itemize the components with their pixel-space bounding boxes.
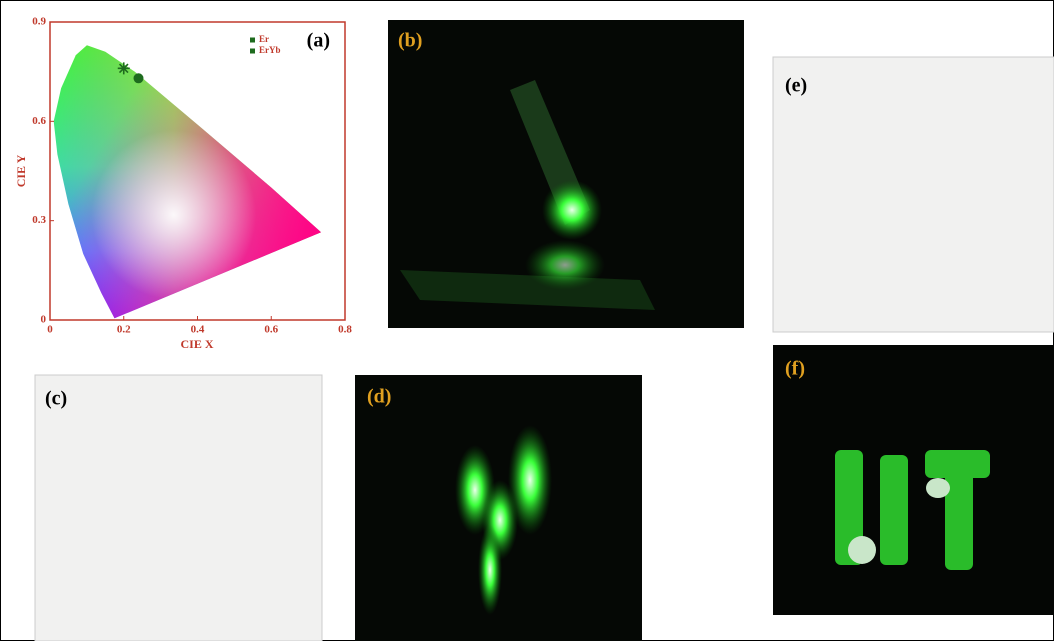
panel-label: (d) — [367, 386, 391, 408]
y-tick-label: 0.9 — [32, 16, 46, 28]
x-tick-label: 0 — [47, 324, 53, 336]
panel-label: (e) — [785, 75, 807, 97]
y-axis-label: CIE Y — [14, 154, 28, 187]
glow-pattern — [455, 425, 552, 615]
x-tick-label: 0.6 — [264, 324, 278, 336]
photo — [773, 345, 1054, 615]
x-tick-label: 0.4 — [191, 324, 205, 336]
glow-pattern — [835, 450, 990, 570]
photo — [34, 374, 323, 641]
legend-label: ErYb — [259, 45, 281, 55]
x-tick-label: 0.8 — [338, 324, 352, 336]
legend-swatch — [250, 48, 255, 54]
x-tick-label: 0.2 — [117, 324, 131, 336]
panel-label: (f) — [785, 358, 805, 380]
panel-label: (c) — [45, 388, 67, 410]
panel-label: (a) — [307, 30, 330, 52]
data-point — [133, 73, 144, 84]
y-tick-label: 0.3 — [32, 214, 46, 226]
glow — [542, 180, 602, 240]
y-tick-label: 0.6 — [32, 115, 46, 127]
cie-locus — [53, 45, 321, 319]
y-tick-label: 0 — [41, 314, 47, 326]
data-point — [117, 62, 130, 75]
legend-swatch — [250, 37, 255, 43]
glow — [525, 240, 605, 290]
photo — [772, 56, 1054, 333]
x-axis-label: CIE X — [180, 337, 213, 351]
panel-label: (b) — [398, 30, 422, 52]
legend-label: Er — [259, 34, 269, 44]
